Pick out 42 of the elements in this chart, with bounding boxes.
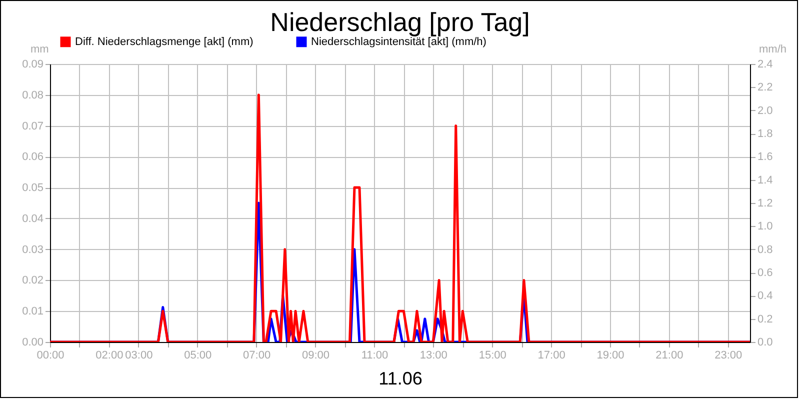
y2-tick-label: 2.4 bbox=[758, 58, 773, 70]
y2-tick-label: 0.6 bbox=[758, 267, 773, 279]
y2-tick-label: 1.6 bbox=[758, 151, 773, 164]
y2-tick-label: 2.2 bbox=[758, 82, 773, 94]
legend-label: Niederschlagsintensität [akt] (mm/h) bbox=[311, 36, 486, 48]
y-tick-label: 0.02 bbox=[22, 274, 44, 287]
y-tick-label: 0.07 bbox=[22, 120, 44, 132]
x-tick-label: 09:00 bbox=[302, 350, 330, 362]
legend-label: Diff. Niederschlagsmenge [akt] (mm) bbox=[75, 36, 254, 48]
y-tick-label: 0.09 bbox=[22, 58, 44, 70]
x-tick-label: 02:00 bbox=[96, 350, 124, 362]
y-tick-label: 0.08 bbox=[22, 89, 44, 102]
y-tick-label: 0.04 bbox=[22, 212, 44, 225]
chart-title: Niederschlag [pro Tag] bbox=[270, 7, 530, 37]
y-tick-label: 0.06 bbox=[22, 151, 44, 164]
x-tick-label: 17:00 bbox=[538, 350, 566, 362]
y-tick-label: 0.00 bbox=[22, 336, 44, 348]
y2-tick-label: 0.2 bbox=[758, 313, 773, 326]
y2-tick-label: 0.4 bbox=[758, 290, 773, 302]
x-axis-title: 11.06 bbox=[378, 368, 422, 388]
x-tick-label: 11:00 bbox=[361, 350, 388, 362]
y2-tick-label: 1.8 bbox=[758, 128, 773, 140]
x-tick-label: 21:00 bbox=[656, 350, 684, 362]
y2-tick-label: 0.0 bbox=[758, 336, 773, 348]
y2-tick-label: 1.0 bbox=[758, 220, 773, 233]
y2-tick-label: 2.0 bbox=[758, 104, 773, 117]
x-tick-label: 05:00 bbox=[184, 350, 212, 362]
y-tick-label: 0.05 bbox=[22, 182, 44, 194]
y2-tick-label: 0.8 bbox=[758, 244, 773, 256]
y-axis-title: mm bbox=[30, 44, 49, 56]
y-tick-label: 0.01 bbox=[22, 306, 44, 318]
x-tick-label: 19:00 bbox=[596, 350, 624, 362]
y2-tick-label: 1.2 bbox=[758, 198, 773, 210]
x-tick-label: 13:00 bbox=[420, 350, 448, 362]
x-tick-label: 07:00 bbox=[243, 350, 271, 362]
x-tick-label: 03:00 bbox=[125, 350, 153, 362]
x-tick-label: 23:00 bbox=[714, 350, 742, 362]
y2-tick-label: 1.4 bbox=[758, 174, 773, 186]
x-tick-label: 00:00 bbox=[36, 350, 64, 362]
y-tick-label: 0.03 bbox=[22, 244, 44, 256]
y2-axis-title: mm/h bbox=[759, 44, 786, 56]
x-tick-label: 15:00 bbox=[478, 350, 506, 362]
